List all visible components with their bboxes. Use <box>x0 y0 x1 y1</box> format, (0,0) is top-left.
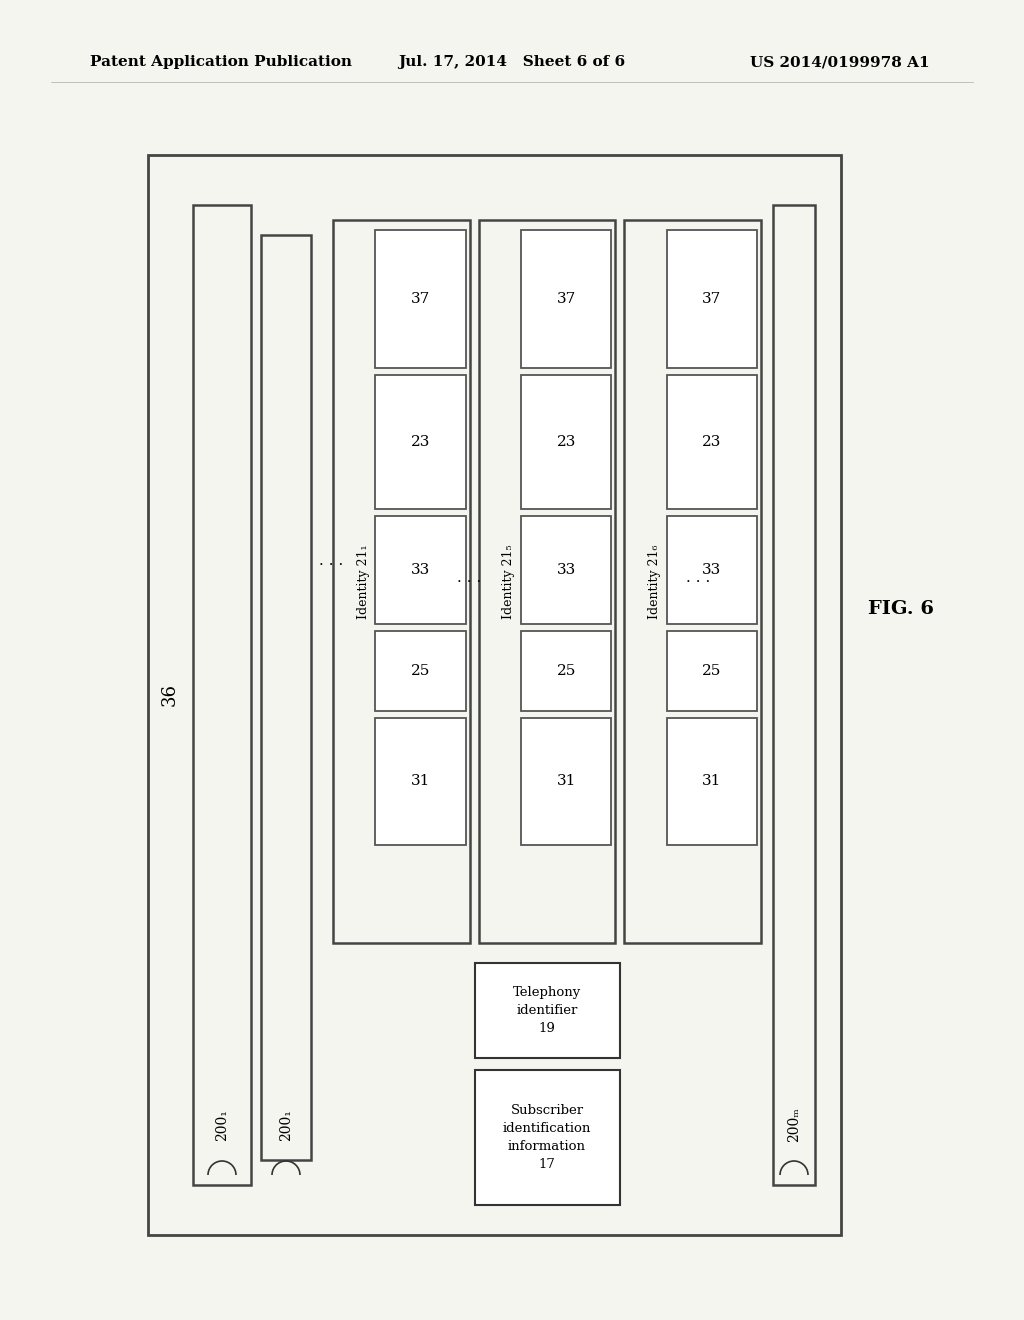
Bar <box>667 230 757 367</box>
Text: 200₁: 200₁ <box>279 1109 293 1140</box>
Bar <box>667 516 757 624</box>
Text: Jul. 17, 2014   Sheet 6 of 6: Jul. 17, 2014 Sheet 6 of 6 <box>398 55 626 69</box>
Text: 25: 25 <box>411 664 430 678</box>
Text: 31: 31 <box>556 775 575 788</box>
Bar <box>521 375 611 508</box>
Text: 33: 33 <box>411 562 430 577</box>
Text: 200ₘ: 200ₘ <box>787 1107 801 1142</box>
Text: US 2014/0199978 A1: US 2014/0199978 A1 <box>751 55 930 69</box>
Text: · · ·: · · · <box>318 558 343 573</box>
Bar <box>625 220 761 942</box>
Text: Subscriber
identification
information
17: Subscriber identification information 17 <box>503 1104 591 1171</box>
Bar <box>773 205 815 1185</box>
Bar <box>478 220 615 942</box>
Text: 33: 33 <box>556 562 575 577</box>
Text: · · ·: · · · <box>686 574 711 589</box>
Bar <box>667 631 757 711</box>
Bar <box>261 235 311 1160</box>
Text: Identity 21₆: Identity 21₆ <box>648 544 660 619</box>
Text: 25: 25 <box>556 664 575 678</box>
Bar <box>333 220 470 942</box>
Bar <box>375 631 466 711</box>
Text: 37: 37 <box>702 292 722 306</box>
Bar <box>474 1071 620 1205</box>
Bar <box>375 516 466 624</box>
Text: 31: 31 <box>702 775 722 788</box>
Bar <box>148 154 841 1236</box>
Bar <box>521 718 611 845</box>
Bar <box>375 375 466 508</box>
Bar <box>521 631 611 711</box>
Bar <box>375 230 466 367</box>
Text: · · ·: · · · <box>457 574 481 589</box>
Bar <box>375 718 466 845</box>
Text: 23: 23 <box>702 434 722 449</box>
Text: Patent Application Publication: Patent Application Publication <box>90 55 352 69</box>
Text: Identity 21₅: Identity 21₅ <box>502 544 515 619</box>
Bar <box>193 205 251 1185</box>
Bar <box>521 516 611 624</box>
Text: 23: 23 <box>411 434 430 449</box>
Text: 200₁: 200₁ <box>215 1109 229 1140</box>
Text: 36: 36 <box>161 684 179 706</box>
Text: Telephony
identifier
19: Telephony identifier 19 <box>513 986 582 1035</box>
Text: FIG. 6: FIG. 6 <box>868 599 934 618</box>
Bar <box>521 230 611 367</box>
Bar <box>667 375 757 508</box>
Text: 37: 37 <box>411 292 430 306</box>
Text: 33: 33 <box>702 562 722 577</box>
Text: 31: 31 <box>411 775 430 788</box>
Bar <box>667 718 757 845</box>
Text: 23: 23 <box>556 434 575 449</box>
Text: 37: 37 <box>556 292 575 306</box>
Bar <box>474 964 620 1059</box>
Text: Identity 21₁: Identity 21₁ <box>356 544 370 619</box>
Text: 25: 25 <box>702 664 722 678</box>
